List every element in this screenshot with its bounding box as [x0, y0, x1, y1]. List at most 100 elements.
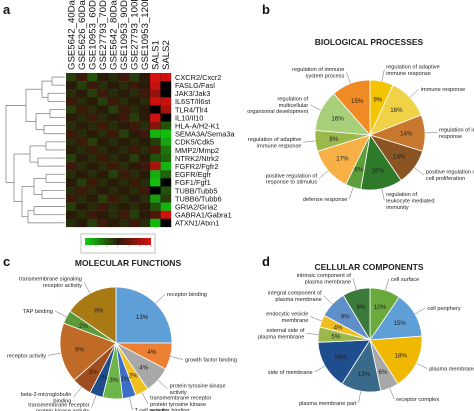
heatmap-cell: [129, 73, 140, 82]
heatmap-row-label: ATXN1/Atxn1: [175, 219, 219, 228]
heatmap-cell: [139, 186, 151, 195]
heatmap-cell: [66, 218, 77, 228]
pie-percent-label: 9%: [341, 313, 350, 320]
heatmap-row-label: CXCR2/Cxcr2: [175, 73, 221, 82]
heatmap-row-label: FASLG/Fasl: [175, 81, 215, 90]
heatmap-cell: [160, 145, 172, 155]
panel-a-letter: a: [3, 2, 11, 17]
heatmap-cell: [139, 170, 151, 179]
heatmap-cell: [66, 210, 77, 219]
pie-percent-label: 16%: [372, 168, 385, 175]
heatmap-cell: [87, 162, 98, 171]
pie-percent-label: 2%: [79, 323, 88, 330]
heatmap-cell: [66, 162, 77, 171]
pie-slice-label: defense response: [303, 197, 347, 203]
heatmap-cell: [97, 178, 109, 187]
heatmap-cell: [150, 178, 161, 187]
panel-b-pie: BIOLOGICAL PROCESSES 9% 16% 14% 14% 16% 6% 17%…: [247, 37, 474, 211]
heatmap-cell: [160, 210, 172, 219]
heatmap-cell: [108, 194, 119, 203]
heatmap-cell: [76, 89, 88, 98]
pie-slice-label: transmembrane signaling receptor activity: [19, 277, 82, 289]
heatmap-cell: [150, 202, 161, 211]
pie-slice-label: protein tyrosine kinase activity: [170, 384, 226, 396]
heatmap-cell: [87, 170, 98, 179]
heatmap-cell: [129, 81, 140, 90]
pie-percent-label: 4%: [139, 365, 148, 372]
heatmap-cell: [97, 154, 109, 163]
heatmap-cell: [150, 129, 161, 138]
heatmap-cell: [160, 113, 172, 122]
heatmap-cell: [139, 73, 151, 82]
heatmap-cell: [118, 154, 130, 163]
heatmap-cell: [139, 145, 151, 155]
heatmap-cell: [150, 89, 161, 98]
heatmap-cell: [87, 186, 98, 195]
panel-b-letter: b: [262, 2, 270, 17]
pie-percent-label: 10%: [374, 304, 387, 311]
pie-slice-label: receptor complex: [396, 397, 439, 403]
panel-d-pie: CELLULAR COMPONENTS 10% 15% 18% 6% 13% 16% 5%4…: [258, 262, 474, 407]
pie-percent-label: 5%: [331, 333, 340, 340]
heatmap-row-label: IL10/Il10: [175, 113, 203, 122]
pie-slice-label: endocytic vesicle membrane: [266, 311, 308, 323]
heatmap-cell: [66, 113, 77, 122]
heatmap-cell: [129, 129, 140, 138]
heatmap-cell: [118, 186, 130, 195]
pie-percent-label: 4%: [334, 325, 343, 332]
heatmap-row-label: JAK3/Jak3: [175, 89, 210, 98]
heatmap-cell: [108, 137, 119, 147]
heatmap-cell: [150, 194, 161, 203]
pie-slice-label: cell periphery: [427, 306, 460, 312]
pie-percent-label: 17%: [336, 156, 349, 163]
heatmap-cell: [97, 113, 109, 122]
pie-slice: [115, 286, 173, 344]
heatmap-cell: [76, 113, 88, 122]
heatmap-cell: [76, 218, 88, 228]
pie-slice-label: regulation of adaptive immune response: [386, 64, 440, 76]
pie-slice: [59, 322, 117, 381]
heatmap-cell: [139, 202, 151, 211]
heatmap-cell: [108, 154, 119, 163]
pie-slice-label: positive regulation of cell proliferation: [426, 170, 474, 182]
pie-slice-label: TAP binding: [23, 309, 53, 315]
pie-slice-label: T cell receptor binding: [135, 408, 190, 411]
heatmap-cell: [118, 162, 130, 171]
heatmap-cell: [108, 170, 119, 179]
heatmap-cell: [87, 154, 98, 163]
heatmap-cell: [139, 97, 151, 106]
heatmap-row-label: FGFR2/Fgfr2: [175, 162, 219, 171]
heatmap-cell: [139, 113, 151, 122]
heatmap-cell: [97, 170, 109, 179]
heatmap-cell: [150, 73, 161, 82]
heatmap-cell: [139, 105, 151, 114]
heatmap-cell: [87, 121, 98, 130]
pie-slice-label: immune response: [421, 87, 465, 93]
heatmap-cell: [139, 137, 151, 147]
heatmap-cell: [160, 121, 172, 130]
heatmap-cell: [139, 218, 151, 228]
pie-percent-label: 13%: [136, 314, 149, 321]
heatmap-cell: [66, 178, 77, 187]
pie-percent-label: 6%: [379, 369, 388, 376]
heatmap-column-label: GSE5642_40Days: [66, 0, 77, 70]
heatmap-column-label: GSE10953_120Days: [140, 0, 151, 70]
heatmap-cell: [97, 97, 109, 106]
pie-percent-label: 2%: [120, 376, 129, 383]
heatmap-cell: [97, 218, 109, 228]
heatmap-row-label: IL6ST/Il6st: [175, 97, 210, 106]
heatmap-cell: [108, 81, 119, 90]
heatmap-cell: [87, 73, 98, 82]
heatmap-cell: [118, 210, 130, 219]
heatmap-cell: [129, 170, 140, 179]
heatmap-cell: [118, 137, 130, 147]
heatmap-cell: [150, 97, 161, 106]
heatmap-column-label: GSE5626_60Days: [77, 0, 88, 70]
heatmap-cell: [76, 81, 88, 90]
heatmap-row-label: EGFR/Egfr: [175, 170, 212, 179]
heatmap-cell: [129, 162, 140, 171]
heatmap-cell: [118, 145, 130, 155]
pie-percent-label: 6%: [354, 167, 363, 174]
heatmap-cell: [76, 154, 88, 163]
